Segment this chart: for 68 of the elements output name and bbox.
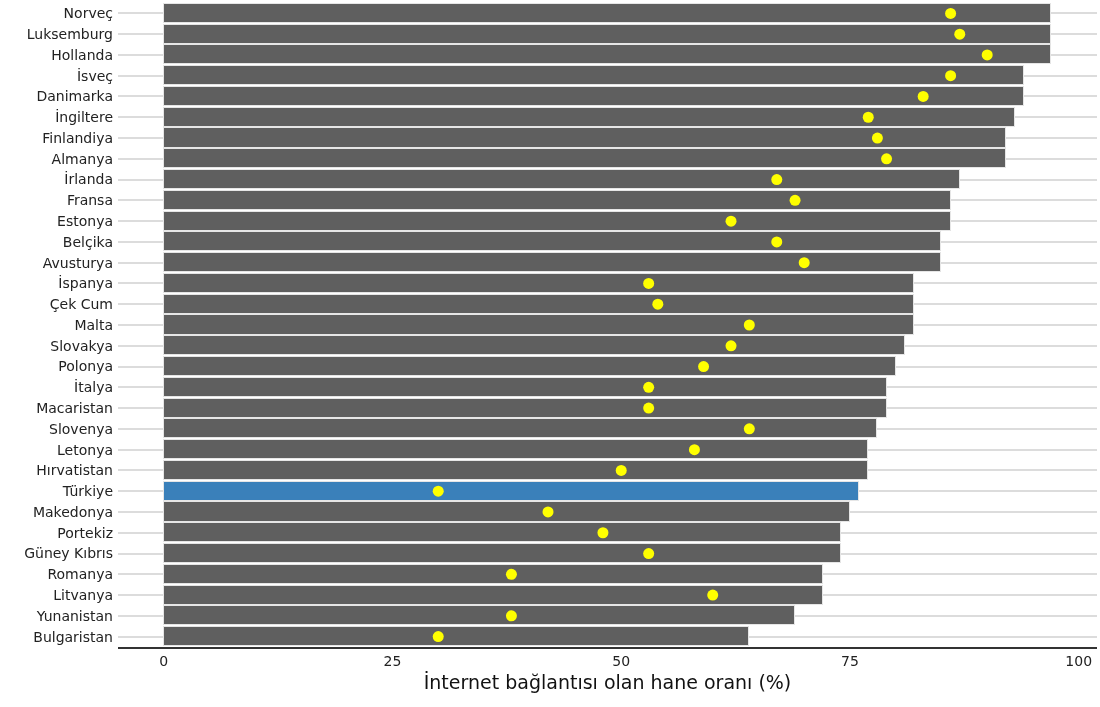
y-tick-label: Slovenya: [49, 420, 113, 437]
point: [643, 548, 655, 560]
point: [981, 49, 993, 61]
y-tick-label: Fransa: [66, 192, 113, 209]
y-tick-label: İrlanda: [64, 170, 113, 188]
y-tick-label: Avusturya: [42, 254, 113, 271]
x-tick-label: 50: [612, 652, 631, 669]
y-tick-label: Yunanistan: [35, 607, 113, 624]
y-tick-label: Malta: [74, 316, 113, 333]
point: [862, 111, 874, 123]
y-tick-label: İngiltere: [55, 108, 113, 126]
y-tick-label: Litvanya: [53, 586, 113, 603]
point: [771, 174, 783, 186]
y-tick-label: Bulgaristan: [33, 628, 113, 645]
point: [917, 90, 929, 102]
point: [954, 28, 966, 40]
y-tick-label: Letonya: [57, 441, 113, 458]
point: [798, 257, 810, 269]
point: [771, 236, 783, 248]
point: [505, 568, 517, 580]
point: [725, 340, 737, 352]
y-tick-label: Estonya: [57, 213, 113, 230]
point: [743, 423, 755, 435]
point: [725, 215, 737, 227]
point: [432, 485, 444, 497]
y-tick-label: Finlandiya: [42, 129, 113, 146]
point: [643, 402, 655, 414]
x-tick-label: 25: [383, 652, 402, 669]
y-tick-label: Polonya: [58, 358, 113, 375]
point: [643, 381, 655, 393]
point: [945, 7, 957, 19]
y-tick-label: Danimarka: [36, 88, 113, 105]
y-tick-label: Türkiye: [61, 483, 113, 500]
point: [871, 132, 883, 144]
y-tick-label: Macaristan: [36, 400, 113, 416]
point: [505, 610, 517, 622]
point: [643, 277, 655, 289]
x-tick-label: 0: [159, 652, 169, 669]
y-tick-label: Belçika: [62, 233, 113, 250]
point: [789, 194, 801, 206]
y-tick-label: Almanya: [51, 150, 113, 167]
y-tick-label: Slovakya: [50, 337, 113, 354]
y-tick-label: Güney Kıbrıs: [24, 545, 113, 562]
y-tick-label: İsveç: [76, 66, 113, 84]
point: [881, 153, 893, 165]
y-tick-label: İspanya: [58, 274, 113, 292]
x-tick-label: 75: [841, 652, 859, 669]
point: [542, 506, 554, 518]
point: [707, 589, 719, 601]
y-tick-label: İtalya: [74, 378, 113, 396]
y-tick-label: Hırvatistan: [36, 462, 113, 479]
x-tick-label: 100: [1065, 652, 1093, 669]
y-tick-label: Çek Cum: [49, 296, 113, 313]
point: [698, 361, 710, 373]
point: [597, 527, 609, 539]
point: [945, 70, 957, 82]
point: [615, 464, 627, 476]
y-tick-label: Romanya: [47, 566, 113, 583]
y-tick-label: Portekiz: [57, 524, 113, 541]
y-tick-label: Norveç: [63, 5, 113, 22]
y-tick-label: Luksemburg: [26, 26, 113, 43]
y-tick-label: Hollanda: [51, 46, 113, 63]
x-axis-title: İnternet bağlantısı olan hane oranı (%): [423, 670, 792, 693]
point: [688, 444, 700, 456]
point: [743, 319, 755, 331]
y-tick-label: Makedonya: [32, 503, 113, 520]
point: [652, 298, 664, 310]
point: [432, 631, 444, 643]
